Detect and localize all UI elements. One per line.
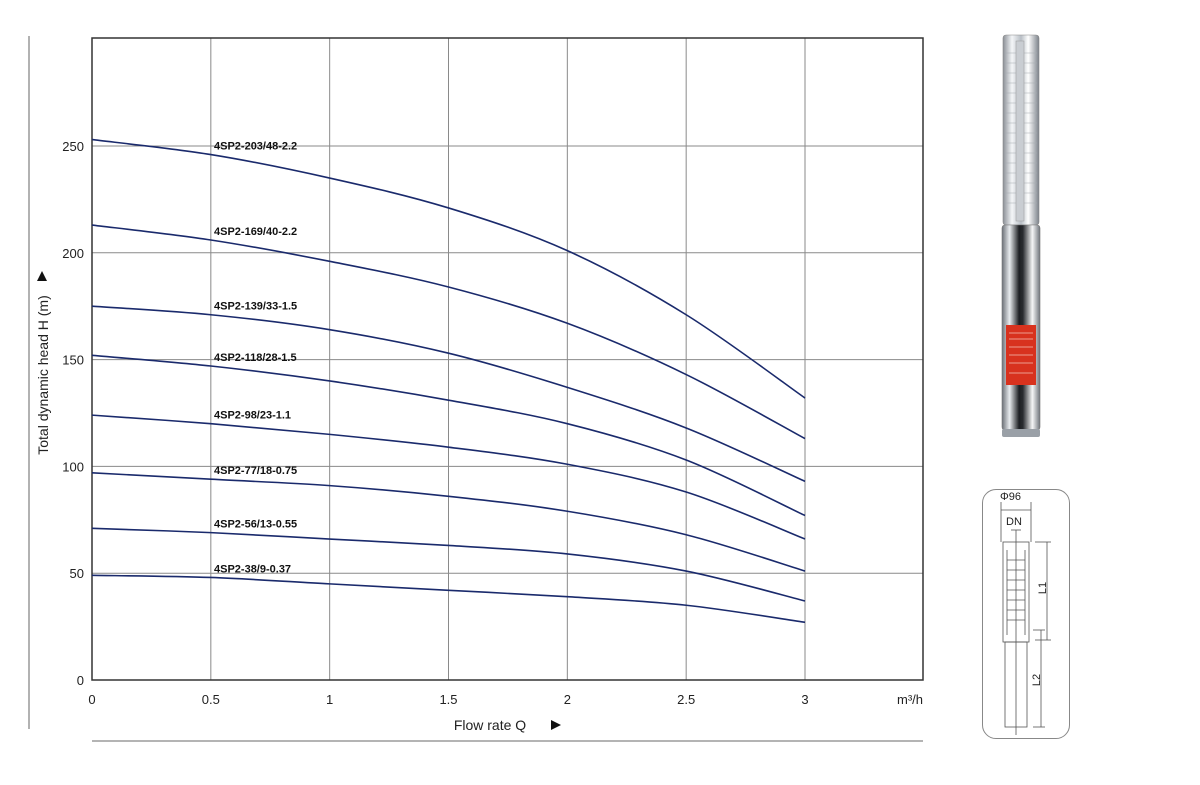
y-tick-label: 250 bbox=[62, 139, 84, 154]
y-tick-label: 100 bbox=[62, 459, 84, 474]
pump-curves bbox=[91, 138, 806, 624]
chart-grid bbox=[92, 38, 923, 680]
y-tick-label: 200 bbox=[62, 246, 84, 261]
l2-label: L2 bbox=[1031, 673, 1044, 687]
x-tick-label: 2.5 bbox=[677, 692, 695, 707]
y-axis-arrow-icon bbox=[37, 271, 47, 281]
x-unit-label: m³/h bbox=[897, 692, 923, 707]
y-tick-label: 50 bbox=[70, 566, 84, 581]
curve-label: 4SP2-56/13-0.55 bbox=[214, 519, 297, 531]
l1-label: L1 bbox=[1037, 581, 1050, 595]
y-tick-label: 150 bbox=[62, 353, 84, 368]
plot-frame bbox=[91, 37, 924, 681]
pump-curve bbox=[91, 472, 806, 572]
curve-label: 4SP2-98/23-1.1 bbox=[214, 410, 291, 422]
x-axis-ticks: 0 0.5 1 1.5 2 2.5 3 bbox=[88, 692, 808, 707]
pump-curve bbox=[91, 224, 806, 440]
x-tick-label: 3 bbox=[801, 692, 808, 707]
x-tick-label: 0 bbox=[88, 692, 95, 707]
pump-curve bbox=[91, 138, 806, 399]
y-axis-title: Total dynamic head H (m) bbox=[35, 271, 51, 455]
x-axis-title-text: Flow rate Q bbox=[454, 717, 526, 733]
curve-label: 4SP2-77/18-0.75 bbox=[214, 465, 297, 477]
x-tick-label: 0.5 bbox=[202, 692, 220, 707]
y-axis-ticks: 0 50 100 150 200 250 bbox=[62, 139, 84, 688]
dimension-drawing: Φ96 DN L1 L2 bbox=[982, 489, 1070, 739]
pump-curve bbox=[91, 305, 806, 483]
curve-label: 4SP2-118/28-1.5 bbox=[214, 352, 297, 364]
curve-label: 4SP2-169/40-2.2 bbox=[214, 226, 297, 238]
y-tick-label: 0 bbox=[77, 673, 84, 688]
x-tick-label: 1.5 bbox=[439, 692, 457, 707]
x-tick-label: 2 bbox=[564, 692, 571, 707]
submersible-pump-photo-icon bbox=[1001, 34, 1041, 437]
curve-label: 4SP2-139/33-1.5 bbox=[214, 301, 297, 313]
x-tick-label: 1 bbox=[326, 692, 333, 707]
curve-label: 4SP2-38/9-0.37 bbox=[214, 563, 291, 575]
dn-label: DN bbox=[1006, 516, 1022, 528]
pump-curve bbox=[91, 574, 806, 624]
x-axis-arrow-icon bbox=[551, 720, 561, 730]
x-axis-title: Flow rate Q bbox=[454, 717, 561, 733]
pump-curve bbox=[91, 354, 806, 517]
curve-label: 4SP2-203/48-2.2 bbox=[214, 141, 297, 153]
curve-labels: 4SP2-203/48-2.2 4SP2-169/40-2.2 4SP2-139/3… bbox=[214, 141, 297, 576]
pump-curve bbox=[91, 414, 806, 540]
pump-outline-icon bbox=[1000, 502, 1051, 735]
y-axis-title-text: Total dynamic head H (m) bbox=[35, 295, 51, 455]
pump-curve bbox=[91, 527, 806, 602]
diameter-label: Φ96 bbox=[1000, 491, 1022, 503]
